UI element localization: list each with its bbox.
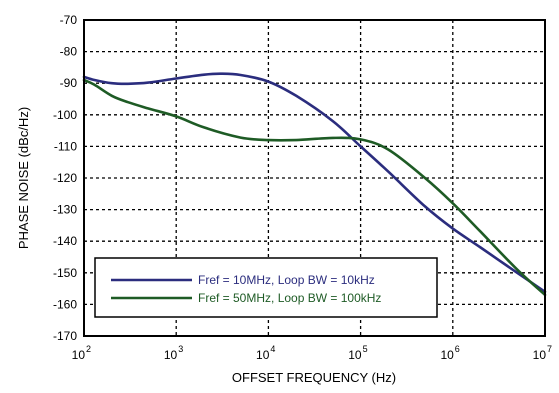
y-tick-label: -110	[54, 139, 77, 153]
y-tick-label: -160	[53, 297, 77, 311]
legend-label-series-2: Fref = 50MHz, Loop BW = 100kHz	[198, 291, 381, 305]
x-tick-exponent: 6	[455, 344, 460, 354]
series-curves	[82, 72, 547, 297]
x-tick-base: 10	[164, 348, 178, 362]
y-tick-label: -150	[53, 266, 77, 280]
y-tick-labels: -70 -80 -90 -100 -110 -120 -130 -140 -150 -160 -17…	[53, 13, 77, 343]
y-tick-label: -140	[53, 234, 77, 248]
x-tick-label: 10 4	[256, 344, 275, 362]
y-tick-label: -70	[60, 13, 78, 27]
x-tick-base: 10	[72, 348, 86, 362]
x-tick-base: 10	[256, 348, 270, 362]
y-tick-label: -130	[53, 203, 77, 217]
legend-box	[94, 257, 438, 318]
x-tick-label: 10 6	[440, 344, 459, 362]
x-axis-label: OFFSET FREQUENCY (Hz)	[232, 370, 396, 385]
x-tick-labels: 10 2 10 3 10 4 10 5 10 6 10 7	[72, 344, 552, 362]
legend-label-series-1: Fref = 10MHz, Loop BW = 10kHz	[198, 273, 375, 287]
x-tick-label: 10 3	[164, 344, 183, 362]
x-tick-exponent: 2	[86, 344, 91, 354]
x-tick-label: 10 7	[533, 344, 552, 362]
series-line-1	[82, 72, 547, 294]
plot-frame	[83, 19, 546, 337]
series-line-2	[82, 78, 547, 297]
x-tick-base: 10	[440, 348, 454, 362]
legend: Fref = 10MHz, Loop BW = 10kHz Fref = 50M…	[94, 257, 438, 318]
y-tick-label: -80	[60, 45, 78, 59]
y-tick-label: -170	[53, 329, 77, 343]
x-tick-exponent: 3	[178, 344, 183, 354]
x-tick-exponent: 7	[547, 344, 552, 354]
y-tick-label: -120	[53, 171, 77, 185]
y-tick-label: -90	[60, 76, 78, 90]
y-axis-label: PHASE NOISE (dBc/Hz)	[16, 107, 31, 249]
x-tick-exponent: 5	[363, 344, 368, 354]
y-tick-label: -100	[53, 108, 77, 122]
x-tick-exponent: 4	[270, 344, 275, 354]
x-tick-label: 10 5	[348, 344, 367, 362]
x-tick-label: 10 2	[72, 344, 91, 362]
x-tick-base: 10	[348, 348, 362, 362]
x-tick-base: 10	[533, 348, 547, 362]
